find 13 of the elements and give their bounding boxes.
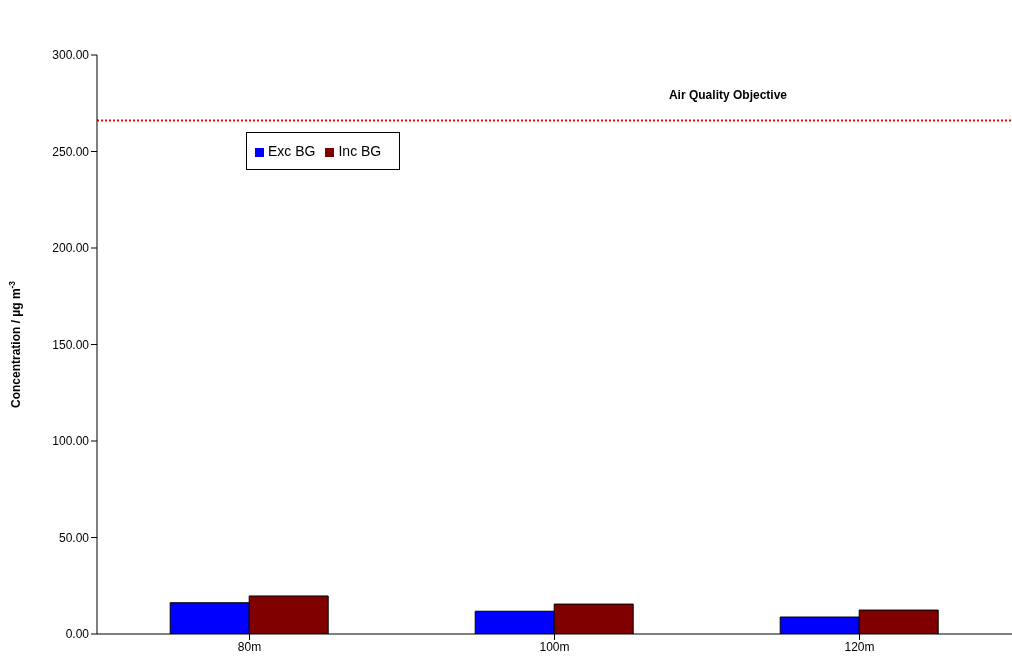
legend-label: Exc BG bbox=[268, 143, 316, 159]
x-tick-label: 80m bbox=[237, 639, 262, 654]
y-tick-label: 0.00 bbox=[65, 627, 90, 642]
x-tick-label: 120m bbox=[844, 639, 875, 654]
legend-label: Inc BG bbox=[338, 143, 382, 159]
y-tick-label: 100.00 bbox=[52, 434, 90, 449]
ref-line-label: Air Quality Objective bbox=[668, 88, 788, 103]
y-tick-label: 250.00 bbox=[52, 144, 90, 159]
y-tick-label: 300.00 bbox=[52, 48, 90, 63]
y-tick-label: 200.00 bbox=[52, 241, 90, 256]
y-tick-label: 150.00 bbox=[52, 337, 90, 352]
x-tick-label: 100m bbox=[539, 639, 570, 654]
y-tick-label: 50.00 bbox=[58, 530, 90, 545]
